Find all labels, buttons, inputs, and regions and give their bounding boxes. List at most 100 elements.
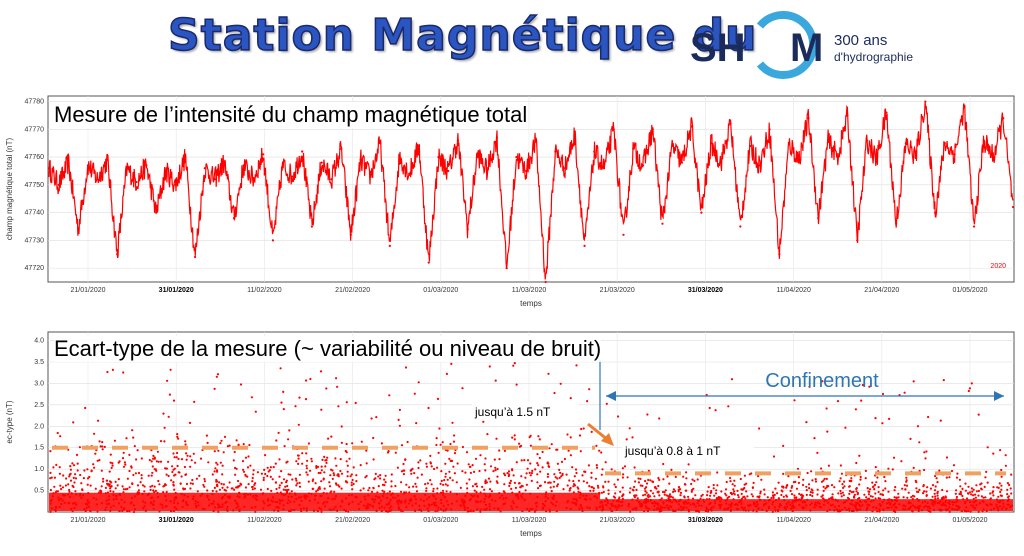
chart2-data-point	[453, 472, 456, 475]
chart2-data-point	[113, 439, 116, 442]
chart2-data-point	[720, 490, 723, 493]
chart2-data-point	[226, 445, 229, 448]
chart2-data-point	[264, 454, 267, 457]
chart2-data-point	[825, 477, 828, 480]
chart2-data-point	[625, 438, 628, 441]
chart2-data-point	[558, 476, 561, 479]
chart2-data-point	[536, 453, 539, 456]
chart2-data-point	[821, 380, 824, 383]
chart2-data-point	[740, 492, 743, 495]
chart1-data-point	[86, 164, 90, 167]
chart2-data-point	[399, 490, 403, 493]
chart2-data-point	[106, 370, 109, 374]
chart2-data-point	[918, 469, 921, 472]
chart2-data-point	[445, 372, 448, 375]
chart1-year-label: 2020	[990, 263, 1006, 270]
chart2-data-point	[691, 478, 694, 481]
chart2-data-point	[448, 457, 451, 460]
chart2-data-point	[782, 495, 785, 498]
chart2-data-point	[602, 485, 605, 488]
chart2-data-point	[934, 485, 937, 488]
chart2-data-point	[526, 467, 529, 470]
chart2-data-point	[504, 474, 507, 477]
chart2-data-point	[413, 472, 416, 475]
chart2-data-point	[1004, 454, 1007, 457]
chart2-data-point	[826, 430, 829, 433]
chart2-data-point	[439, 482, 442, 485]
chart2-data-point	[59, 435, 62, 438]
chart2-data-point	[912, 466, 915, 469]
chart2-ytick-label: 3.5	[34, 359, 44, 366]
chart2-data-point	[714, 409, 717, 412]
chart2-data-point	[184, 440, 187, 443]
chart2-data-point	[136, 484, 140, 487]
chart2-data-point	[900, 460, 903, 463]
chart2-data-point	[766, 496, 769, 499]
chart2-data-point	[244, 474, 247, 477]
chart2-data-point	[972, 488, 975, 491]
chart2-data-point	[868, 385, 871, 388]
chart2-data-point	[320, 408, 323, 411]
chart1-xlabel: temps	[520, 299, 542, 308]
chart2-data-point	[837, 492, 840, 495]
chart2-data-point	[649, 489, 653, 492]
chart2-data-point	[594, 477, 598, 480]
chart2-data-point	[838, 480, 841, 483]
chart2-data-point	[649, 495, 652, 498]
chart2-data-point	[101, 448, 104, 451]
chart2-data-point	[173, 474, 176, 477]
chart2-data-point	[282, 488, 285, 491]
logo-subtitle-hydro: d'hydrographie	[834, 50, 914, 64]
chart2-data-point	[482, 420, 485, 423]
chart2-data-point	[698, 510, 701, 513]
chart2-data-point	[751, 486, 755, 489]
chart2-data-point	[425, 487, 428, 490]
chart2-data-point	[918, 441, 921, 444]
chart2-data-point	[425, 465, 428, 468]
chart2-data-point	[483, 488, 486, 491]
chart1-data-point	[895, 222, 898, 225]
chart2-data-point	[336, 385, 339, 388]
chart2-data-point	[185, 452, 188, 455]
chart2-data-point	[696, 478, 699, 481]
chart2-data-point	[53, 476, 57, 479]
chart2-data-point	[417, 461, 420, 464]
chart2-data-point	[801, 496, 804, 499]
chart2-data-point	[959, 485, 962, 488]
chart2-data-point	[167, 460, 170, 463]
chart2-data-point	[800, 493, 803, 496]
chart2-data-point	[922, 492, 925, 495]
chart2-xtick-label: 31/03/2020	[688, 517, 723, 524]
chart2-data-point	[572, 480, 575, 483]
chart2-data-point	[297, 457, 300, 460]
chart2-data-point	[285, 461, 288, 464]
chart2-data-point	[679, 491, 683, 494]
chart2-data-point	[780, 489, 783, 492]
chart2-data-point	[560, 460, 564, 463]
chart2-data-point	[379, 477, 382, 480]
chart2-data-point	[328, 485, 332, 488]
chart2-ytick-label: 2.5	[34, 402, 44, 409]
chart2-ytick-label: 1.5	[34, 445, 44, 452]
chart2-data-point	[109, 461, 112, 464]
chart2-data-point	[646, 494, 649, 497]
chart2-data-point	[811, 491, 814, 494]
chart2-data-point	[143, 485, 146, 488]
chart1-data-point	[992, 155, 995, 159]
chart2-data-point	[936, 492, 939, 495]
chart2-data-point	[184, 473, 187, 476]
chart2-data-point	[381, 483, 384, 486]
chart2-data-point	[1010, 473, 1013, 476]
chart2-data-point	[582, 480, 585, 483]
chart2-data-point	[553, 391, 556, 395]
chart2-data-point	[547, 481, 550, 484]
chart2-data-point	[340, 487, 343, 490]
chart2-data-point	[244, 486, 247, 489]
chart2-data-point	[246, 466, 250, 469]
chart2-data-point	[345, 442, 348, 446]
chart2-data-point	[173, 467, 176, 470]
chart2-data-point	[388, 490, 391, 493]
chart2-data-point	[112, 490, 115, 493]
chart2-data-point	[525, 483, 529, 486]
chart2-data-point	[398, 424, 401, 427]
